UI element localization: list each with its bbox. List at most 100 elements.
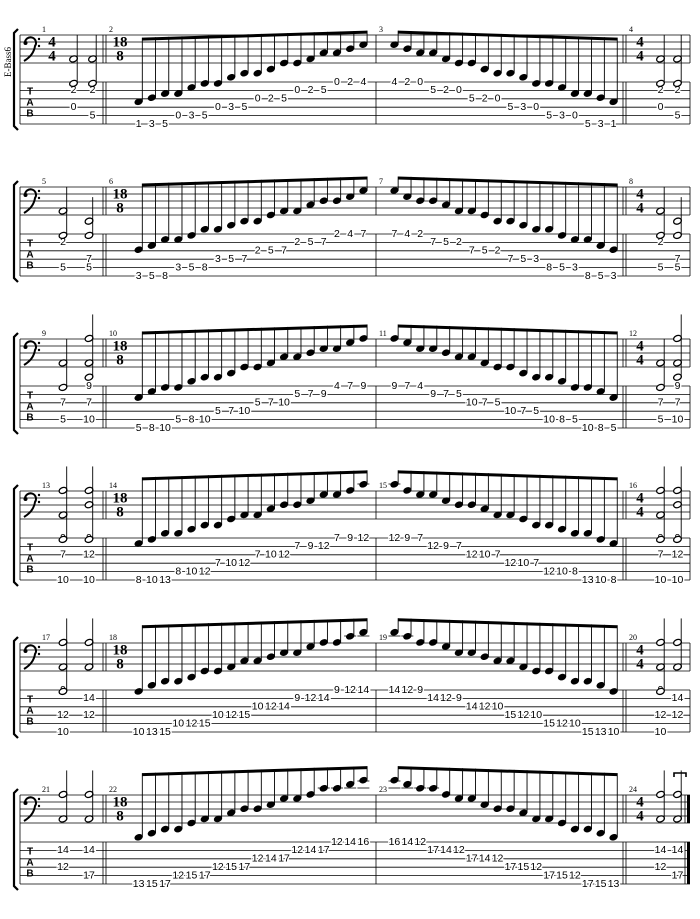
tab-fret: 12	[517, 709, 529, 721]
tab-fret: 0	[456, 84, 462, 96]
measure-number: 5	[42, 177, 46, 186]
tab-fret: 5	[585, 118, 591, 130]
tab-letter: T	[27, 543, 33, 554]
measure-number: 9	[42, 329, 46, 338]
bass-clef	[23, 492, 37, 518]
time-signature: 4	[48, 34, 56, 50]
tab-fret: 10	[543, 413, 555, 425]
tab-fret: 12	[172, 869, 184, 881]
tab-fret: 17	[239, 861, 251, 873]
tab-fret: 10	[582, 422, 594, 434]
tab-fret: 5	[228, 253, 234, 265]
bass-clef	[23, 188, 37, 214]
tab-letter: A	[26, 706, 33, 717]
clef-dot	[23, 497, 28, 501]
tab-fret: 12	[344, 684, 356, 696]
measure-number: 16	[629, 481, 637, 490]
tab-fret: 17	[505, 861, 517, 873]
time-signature: 4	[636, 490, 644, 506]
tab-fret: 15	[505, 709, 517, 721]
beam	[142, 618, 368, 629]
tab-fret: 4	[392, 76, 398, 88]
tab-letter: B	[26, 261, 33, 272]
tab-fret: 12	[278, 549, 290, 561]
tab-fret: 4	[347, 228, 353, 240]
time-signature: 8	[116, 48, 124, 64]
tab-fret: 17	[278, 853, 290, 865]
beam	[142, 176, 368, 187]
tab-fret: 14	[479, 853, 491, 865]
tab-fret: 14	[344, 836, 356, 848]
tab-fret: 12	[291, 844, 303, 856]
tab-fret: 12	[358, 532, 370, 544]
tab-fret: 7	[334, 532, 340, 544]
tab-fret: 10	[159, 422, 171, 434]
tab-fret: 12	[556, 717, 568, 729]
clef-dot	[37, 797, 41, 801]
tab-fret: 12	[265, 701, 277, 713]
tab-fret: 14	[265, 853, 277, 865]
tab-fret: 10	[83, 413, 95, 425]
tab-fret: 9	[443, 540, 449, 552]
time-signature: 4	[636, 808, 644, 824]
tab-fret: 5	[281, 93, 287, 105]
time-signature: 18	[113, 34, 128, 50]
tab-fret: 5	[268, 245, 274, 257]
tab-fret: 5	[572, 413, 578, 425]
tab-fret: 12	[83, 709, 95, 721]
tab-fret: 7	[347, 380, 353, 392]
tab-fret: 15	[595, 878, 607, 890]
tab-fret: 12	[543, 565, 555, 577]
tab-fret: 12	[331, 836, 343, 848]
measure-number: 24	[629, 785, 637, 794]
tab-fret: 10	[466, 397, 478, 409]
tab-fret: 13	[595, 726, 607, 738]
time-signature: 4	[636, 656, 644, 672]
clef-dot	[37, 196, 41, 200]
tab-fret: 2	[71, 84, 77, 96]
tab-fret: 7	[268, 397, 274, 409]
tab-letter: A	[26, 402, 33, 413]
tab-fret: 4	[404, 228, 410, 240]
time-signature: 4	[636, 338, 644, 354]
measure-number: 3	[379, 25, 383, 34]
tab-fret: 15	[159, 726, 171, 738]
tab-fret: 7	[404, 380, 410, 392]
tab-fret: 5	[241, 101, 247, 113]
tab-fret: 15	[556, 869, 568, 881]
tab-fret: 17	[318, 844, 330, 856]
tab-fret: 10	[569, 717, 581, 729]
tab-fret: 17	[427, 844, 439, 856]
tab-fret: 0	[533, 101, 539, 113]
tab-fret: 16	[358, 836, 370, 848]
beam	[398, 324, 618, 335]
tab-fret: 8	[175, 565, 181, 577]
tab-fret: 4	[334, 380, 340, 392]
tab-fret: 0	[417, 76, 423, 88]
tab-fret: 9	[308, 540, 314, 552]
tab-fret: 13	[146, 726, 158, 738]
tab-fret: 12	[57, 709, 69, 721]
tab-fret: 2	[417, 228, 423, 240]
tab-fret: 7	[255, 549, 261, 561]
tab-fret: 3	[175, 261, 181, 273]
time-signature: 8	[116, 200, 124, 216]
tab-fret: 5	[533, 405, 539, 417]
tab-fret: 13	[133, 878, 145, 890]
tab-fret: 10	[672, 413, 684, 425]
tab-fret: 17	[543, 869, 555, 881]
tab-fret: 7	[228, 405, 234, 417]
tab-fret: 2	[347, 76, 353, 88]
tab-fret: 12	[401, 684, 413, 696]
tab-fret: 2	[268, 93, 274, 105]
tab-fret: 5	[86, 261, 92, 273]
tab-fret: 12	[505, 557, 517, 569]
tab-fret: 2	[255, 245, 261, 257]
measure-number: 14	[109, 481, 117, 490]
measure-number: 1	[42, 25, 46, 34]
tab-fret: 8	[585, 270, 591, 282]
tab-fret: 12	[492, 853, 504, 865]
tab-fret: 5	[215, 405, 221, 417]
tab-letter: A	[26, 554, 33, 565]
